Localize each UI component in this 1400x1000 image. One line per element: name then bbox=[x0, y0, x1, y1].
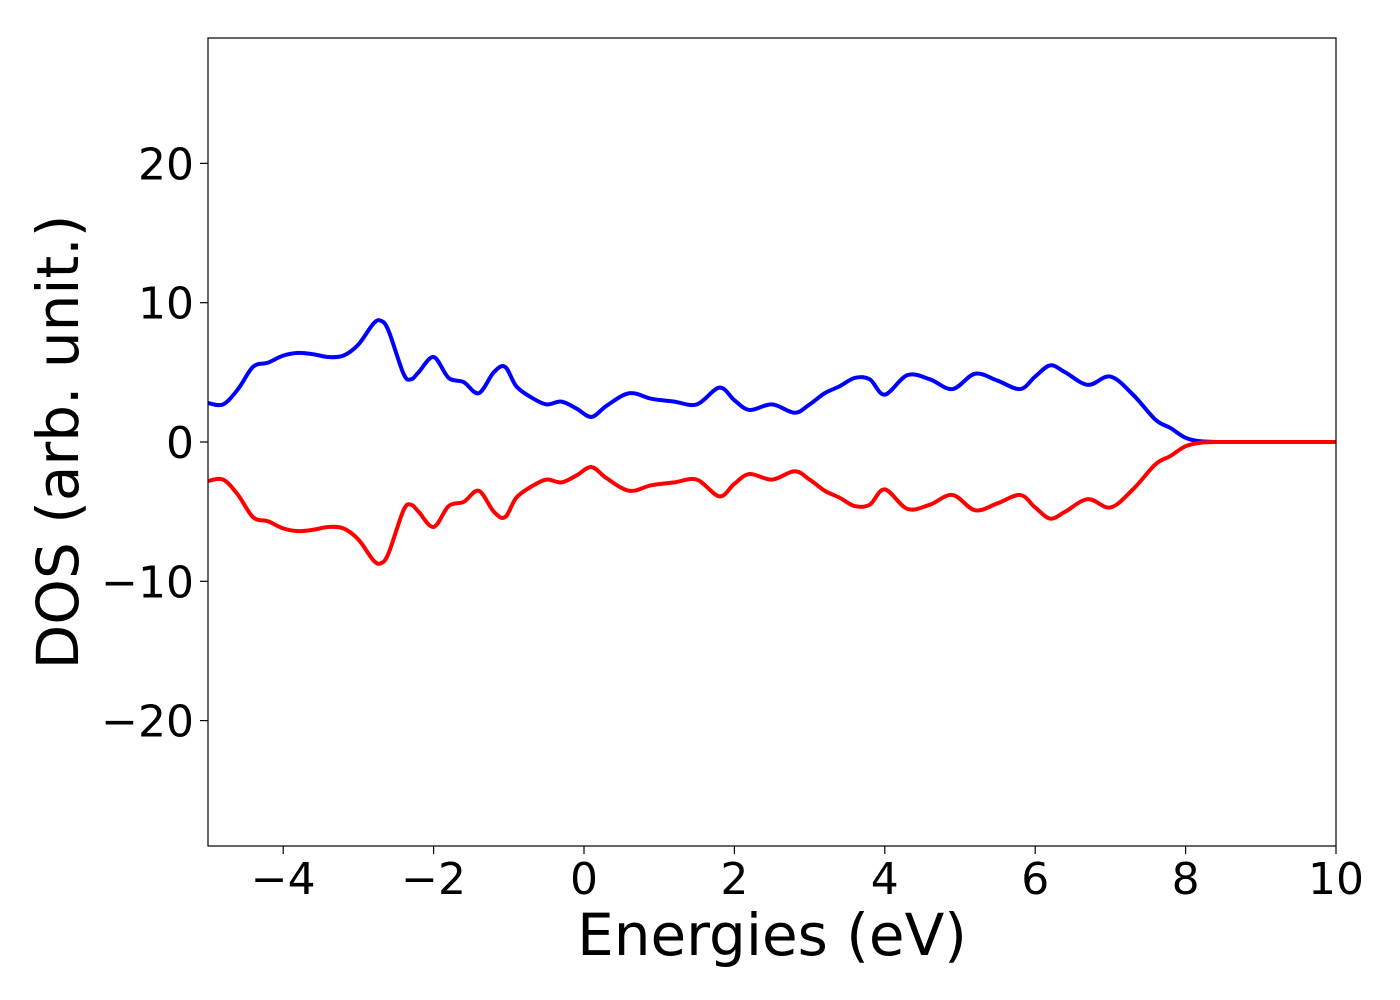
plot-frame bbox=[207, 37, 1337, 847]
x-axis-label: Energies (eV) bbox=[577, 901, 967, 969]
y-axis-ticks: 20 10 0 −10 −20 bbox=[101, 139, 208, 748]
y-axis-label: DOS (arb. unit.) bbox=[24, 215, 92, 670]
x-tick-label: 10 bbox=[1308, 854, 1364, 905]
y-tick-label: −20 bbox=[101, 697, 194, 748]
dos-series-line-positive bbox=[208, 318, 1336, 445]
y-tick-label: −10 bbox=[101, 557, 194, 608]
y-tick-label: 0 bbox=[166, 418, 194, 469]
dos-series-line-negative bbox=[208, 439, 1336, 566]
x-tick-label: 8 bbox=[1172, 854, 1200, 905]
x-tick-label: −4 bbox=[251, 854, 316, 905]
x-axis-ticks: −4 −2 0 2 4 6 8 10 bbox=[251, 846, 1364, 905]
x-tick-label: 6 bbox=[1021, 854, 1049, 905]
plot-lines bbox=[208, 318, 1336, 566]
x-tick-label: 2 bbox=[720, 854, 748, 905]
y-tick-label: 20 bbox=[138, 139, 194, 190]
x-tick-label: −2 bbox=[401, 854, 466, 905]
x-tick-label: 4 bbox=[871, 854, 899, 905]
y-tick-label: 10 bbox=[138, 279, 194, 330]
x-tick-label: 0 bbox=[570, 854, 598, 905]
